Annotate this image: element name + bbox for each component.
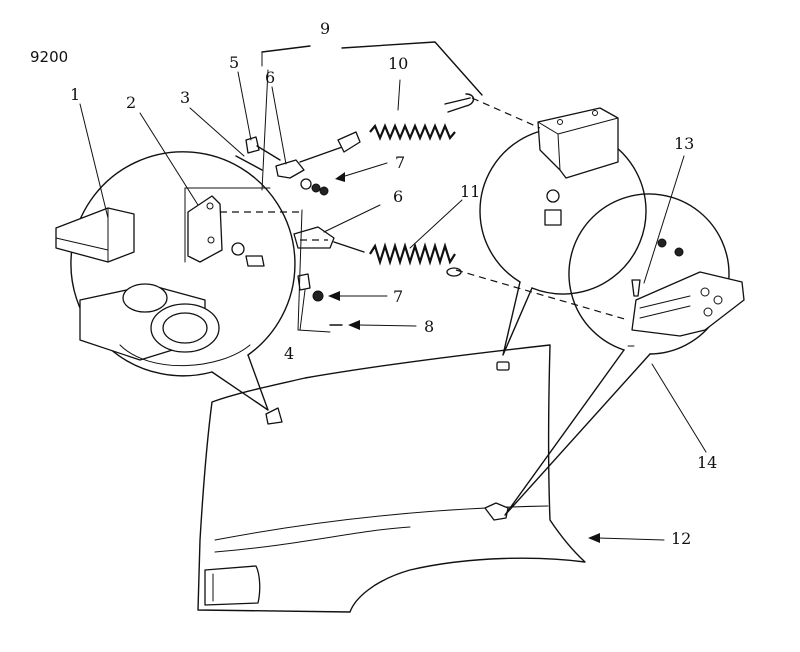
callout-12: 12: [671, 529, 691, 548]
callout-4: 4: [284, 344, 294, 363]
callout-leaders: [79, 71, 707, 543]
hood-panel: [197, 344, 586, 613]
panel-mount-point-center: [496, 361, 510, 371]
callout-14: 14: [697, 453, 717, 472]
callout-6-lower: 6: [393, 187, 403, 206]
callout-5: 5: [229, 53, 239, 72]
callout-2: 2: [126, 93, 136, 112]
callout-9: 9: [320, 19, 330, 38]
latch-bracket: [631, 271, 745, 337]
callout-3: 3: [180, 88, 190, 107]
spring-assembly: [235, 93, 475, 326]
callout-11: 11: [460, 182, 480, 201]
callout-10: 10: [388, 54, 408, 73]
assembly-leader-lines: [184, 41, 629, 333]
hood-vent-opening: [204, 565, 261, 606]
callout-13: 13: [674, 134, 694, 153]
hinge-bracket: [187, 195, 223, 263]
callout-labels: 1 2 3 4 5 6 6 7 7 8 9 10 11 12 13 14: [70, 19, 717, 548]
panel-mount-point-left: [265, 407, 283, 425]
callout-7-lower: 7: [393, 287, 403, 306]
detail-circle-left: [55, 151, 296, 411]
detail-circle-bottom-right: [504, 193, 745, 516]
callout-7-upper: 7: [395, 153, 405, 172]
callout-8: 8: [424, 317, 434, 336]
figure-code: 9200: [30, 48, 68, 66]
panel-mount-point-right: [484, 502, 509, 521]
detail-circle-top-right: [479, 107, 647, 356]
callout-1: 1: [70, 85, 80, 104]
callout-6-upper: 6: [265, 68, 275, 87]
support-bracket: [537, 107, 619, 179]
